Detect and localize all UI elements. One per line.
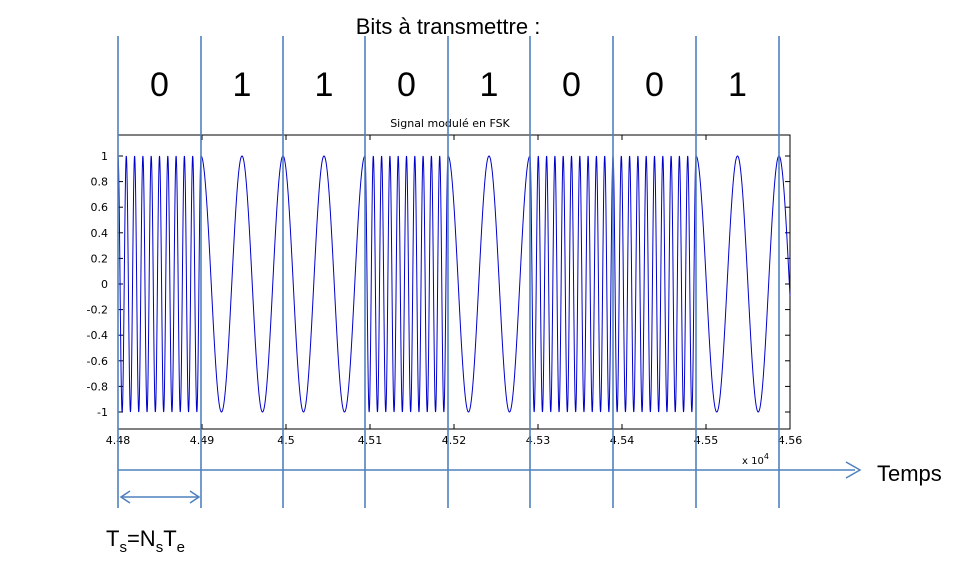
y-tick-label: -0.2: [87, 304, 108, 317]
x-tick-label: 4.51: [358, 434, 383, 447]
y-tick-label: -1: [97, 406, 108, 419]
plot-title: Signal modulé en FSK: [390, 117, 510, 130]
y-axis: 1 0.8 0.6 0.4 0.2 0 -0.2 -0.4 -0.6 -0.8 -1: [87, 150, 790, 419]
bit-value: 1: [233, 66, 252, 104]
bit-value: 1: [480, 66, 499, 104]
x-multiplier: x 104: [742, 452, 769, 467]
time-axis-label: Temps: [877, 461, 942, 486]
y-tick-label: 0.2: [91, 252, 109, 265]
bit-value: 0: [562, 66, 581, 104]
symbol-period-arrowhead-left: [119, 490, 131, 504]
bit-value: 1: [728, 66, 747, 104]
bits-row: 0 1 1 0 1 0 0 1: [150, 66, 747, 104]
bit-value: 0: [645, 66, 664, 104]
y-tick-label: -0.4: [87, 329, 108, 342]
y-tick-label: 0.4: [91, 227, 109, 240]
symbol-period-formula: Ts=NsTe: [106, 526, 185, 556]
bit-value: 1: [315, 66, 334, 104]
fsk-signal-line: [117, 155, 791, 413]
bit-value: 0: [397, 66, 416, 104]
bit-value: 0: [150, 66, 169, 104]
x-axis: 4.48 4.49 4.5 4.51 4.52 4.53 4.54 4.55 4.56: [106, 135, 803, 447]
y-tick-label: 1: [101, 150, 108, 163]
y-tick-label: 0.6: [91, 201, 109, 214]
x-tick-label: 4.54: [610, 434, 635, 447]
plot-frame: [117, 134, 791, 430]
x-tick-label: 4.49: [190, 434, 215, 447]
x-tick-label: 4.53: [526, 434, 551, 447]
time-axis-arrowhead: [845, 461, 862, 479]
x-tick-label: 4.5: [277, 434, 295, 447]
y-tick-label: -0.8: [87, 380, 108, 393]
bits-header: Bits à transmettre :: [356, 14, 541, 39]
bit-boundaries: [117, 36, 780, 508]
x-tick-label: 4.55: [694, 434, 719, 447]
symbol-period-arrowhead-right: [189, 490, 201, 504]
y-tick-label: -0.6: [87, 355, 108, 368]
y-tick-label: 0.8: [91, 176, 109, 189]
x-tick-label: 4.56: [778, 434, 803, 447]
x-tick-label: 4.52: [442, 434, 467, 447]
y-tick-label: 0: [101, 278, 108, 291]
